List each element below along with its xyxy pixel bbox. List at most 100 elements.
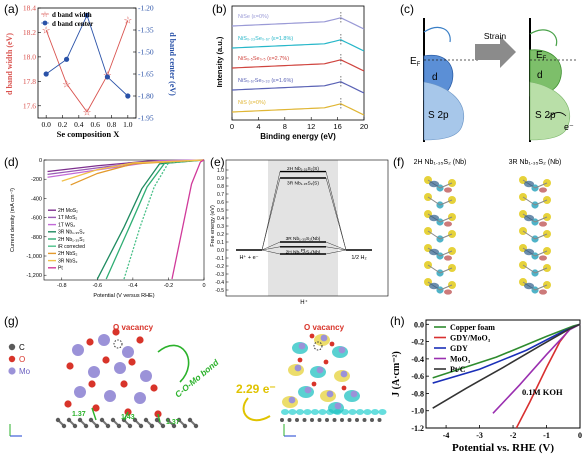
panel-a: (a) 17.6 17.8 18.0 18.2 18.4 -1.20 -1.35 -1.50… — [4, 2, 177, 139]
bond — [439, 216, 453, 223]
panel-g-tag: (g) — [4, 314, 19, 328]
panel-a-xtick-label: 0.2 — [58, 120, 68, 129]
panel-b-xtick-label: 12 — [307, 122, 315, 131]
panel-g-left-structure — [9, 328, 199, 437]
carbon-atom — [370, 418, 374, 422]
panel-b-xtick-label: 20 — [360, 122, 368, 131]
bond — [534, 233, 548, 240]
charge-density-lobe — [348, 409, 357, 415]
bond — [534, 182, 548, 189]
molybdenum-atom — [104, 390, 116, 402]
panel-d-xtick-label: -0.8 — [57, 283, 66, 289]
panel-a-xtick-label: 0.0 — [41, 120, 51, 129]
panel-e-connector-left — [261, 241, 281, 251]
bond — [439, 267, 453, 274]
panel-g-vacancy-label: O vacancy — [113, 323, 154, 332]
carbon-atom — [83, 423, 89, 429]
panel-a-point-center — [104, 74, 111, 80]
bond — [439, 233, 453, 240]
bond — [427, 264, 441, 274]
panel-c-strain-label: Strain — [484, 31, 506, 41]
panel-d-xtick-label: -0.2 — [164, 283, 173, 289]
panel-d-curve — [70, 159, 205, 186]
charge-density-lobe — [444, 289, 452, 295]
oxygen-atom — [88, 380, 96, 388]
oxygen-atom-icon — [8, 355, 16, 363]
oxygen-atom — [112, 328, 120, 336]
charge-density-lobe — [429, 248, 439, 256]
charge-density-lobe — [356, 409, 364, 415]
panel-e-right-state: 1/2 H₂ — [351, 255, 366, 261]
panel-a-ylabel-right: d band center (eV) — [168, 32, 177, 96]
panel-a-xtick-label: 0.4 — [74, 120, 84, 129]
panel-a-point-center — [125, 93, 131, 99]
panel-h-legend-label: GDY/MoO₃ — [450, 334, 491, 343]
bond — [439, 284, 453, 291]
panel-d-ytick-label: -400 — [31, 196, 42, 202]
charge-density-lobe — [524, 180, 534, 188]
panel-e-ytick-label: -0.2 — [215, 264, 224, 270]
panel-a-legend: ☆ d band width d band center — [41, 10, 93, 28]
panel-e-ytick-label: 0.8 — [217, 184, 224, 190]
bond — [439, 182, 453, 189]
panel-a-ytick-right-label: -1.95 — [138, 114, 154, 123]
panel-e-xlabel: H⁺ — [300, 299, 308, 306]
panel-c-tag: (c) — [400, 2, 414, 16]
charge-density-lobe — [429, 214, 439, 222]
molybdenum-atom — [134, 392, 146, 404]
panel-e-shaded-region — [268, 160, 338, 296]
oxygen-atom — [150, 384, 158, 392]
panel-f-right-structure — [519, 176, 551, 295]
panel-d-ytick-label: -1,000 — [26, 254, 42, 260]
panel-g: (g) C O Mo O vacancy C-O-Mo bond 1.37 1.… — [4, 314, 387, 437]
charge-density-lobe — [539, 289, 547, 295]
carbon-atom — [165, 417, 171, 423]
panel-e-ytick-label: -0.4 — [215, 280, 224, 286]
carbon-atom — [105, 423, 111, 429]
panel-d-legend-label: 3R NbS₂ — [58, 258, 78, 264]
molybdenum-atom — [350, 390, 358, 398]
carbon-atom — [176, 417, 182, 423]
panel-a-ytick-right-label: -1.80 — [138, 92, 154, 101]
carbon-atom — [77, 417, 83, 423]
charge-density-lobe — [318, 409, 327, 415]
panel-b-xtick-label: 16 — [333, 122, 341, 131]
panel-b-curve-label: NiSe (ε=0%) — [238, 14, 269, 20]
panel-g-bond-label: C-O-Mo bond — [173, 357, 221, 400]
carbon-atom — [154, 417, 160, 423]
oxygen-atom — [323, 359, 329, 365]
charge-density-lobe — [539, 255, 547, 261]
panel-e-ytick-label: 0.0 — [217, 248, 224, 254]
panel-e-connector-right — [325, 249, 347, 255]
panel-c-right-upper-lobe — [529, 29, 558, 47]
carbon-atom — [160, 423, 166, 429]
carbon-atom — [182, 423, 188, 429]
panel-c-ef-left: EF — [410, 56, 421, 68]
panel-e-ytick-label: 0.2 — [217, 232, 224, 238]
carbon-atom — [127, 423, 133, 429]
oxygen-atom — [128, 358, 136, 366]
oxygen-atom — [102, 356, 110, 364]
panel-f-left-title: 2H Nb₁.₃₅S₂ (Nb) — [414, 159, 467, 166]
molybdenum-atom — [140, 370, 152, 382]
co-bond-highlight — [157, 413, 161, 423]
panel-d-ytick-label: -1,200 — [26, 273, 42, 279]
panel-e-connector-left — [261, 171, 281, 251]
panel-a-point-center — [63, 56, 70, 62]
panel-d-legend-label: 1T WS₂ — [58, 222, 75, 228]
oxygen-atom — [329, 341, 335, 347]
panel-h-ytick-label: -1.2 — [411, 424, 424, 433]
panel-h-xtick-label: 0 — [578, 431, 582, 440]
panel-e-left-state: H⁺ + e⁻ — [239, 254, 258, 261]
bond — [522, 230, 536, 240]
panel-b-curve-label: NiS₀.₅Se₀.₅ (ε=2.7%) — [238, 56, 289, 62]
carbon-atom — [61, 423, 67, 429]
strain-arrow-icon — [475, 36, 516, 68]
bond — [534, 284, 548, 291]
carbon-atom-icon — [8, 343, 16, 351]
carbon-atom — [340, 418, 344, 422]
panel-e-ytick-label: -0.3 — [215, 272, 224, 278]
